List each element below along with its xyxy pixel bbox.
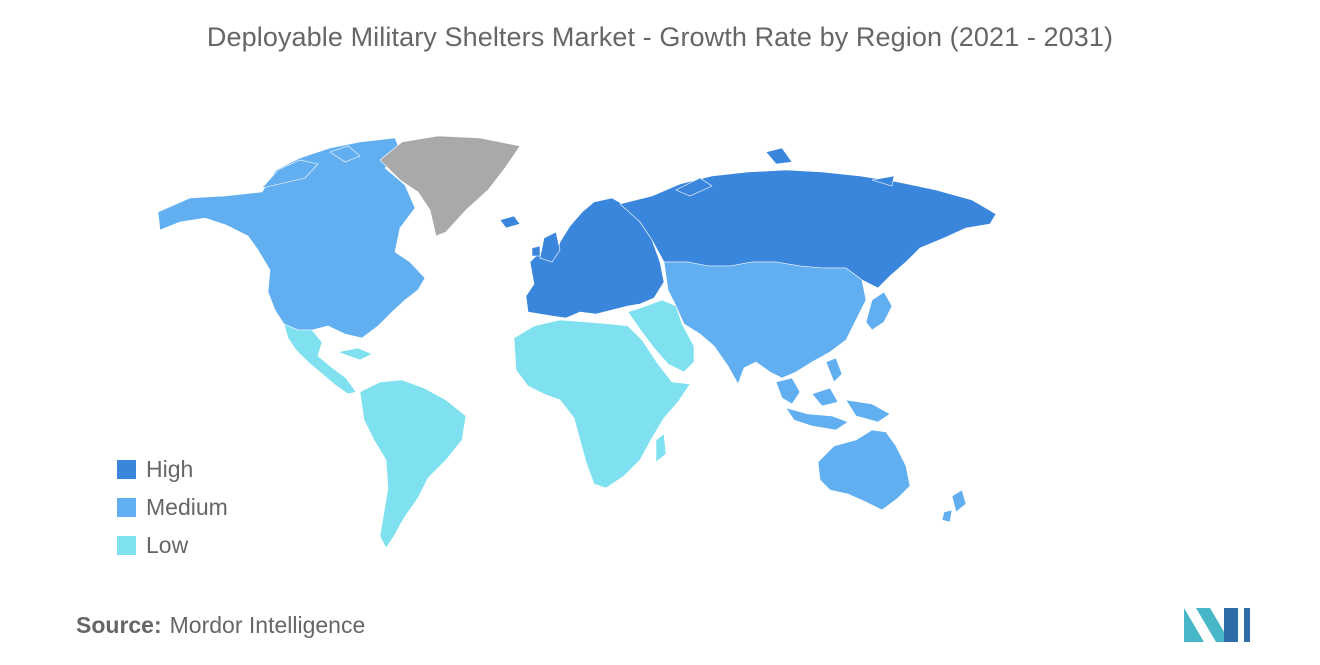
source-line: Source: Mordor Intelligence: [76, 612, 365, 639]
region-southeast-asia: [775, 377, 891, 431]
region-middle-east: [627, 299, 695, 373]
region-greenland: [379, 135, 521, 237]
region-north-america: [157, 137, 426, 339]
legend-item-high: High: [117, 450, 228, 488]
chart-title: Deployable Military Shelters Market - Gr…: [206, 22, 1114, 52]
legend-label-high: High: [146, 455, 194, 482]
legend-label-low: Low: [146, 531, 189, 558]
logo-shape-middle: [1196, 608, 1230, 642]
source-label: Source:: [76, 612, 162, 638]
legend-label-medium: Medium: [146, 493, 228, 520]
logo-shape-left: [1184, 608, 1204, 642]
region-iceland: [499, 215, 521, 229]
region-central-america: [283, 323, 373, 395]
region-madagascar: [655, 433, 667, 463]
legend-swatch-low: [117, 535, 136, 555]
legend-swatch-medium: [117, 497, 136, 517]
region-africa: [513, 319, 691, 489]
source-value: Mordor Intelligence: [169, 612, 366, 638]
legend-item-medium: Medium: [117, 488, 228, 526]
legend-item-low: Low: [117, 526, 228, 564]
region-japan: [865, 291, 893, 331]
mordor-intelligence-logo: [1184, 608, 1250, 642]
region-canada-islands: [261, 145, 361, 189]
region-philippines: [825, 357, 843, 383]
region-south-america: [359, 379, 467, 549]
region-uk-ireland: [531, 231, 561, 263]
region-australia: [817, 429, 911, 511]
legend-swatch-high: [117, 459, 136, 479]
region-asia: [663, 261, 867, 385]
map-legend: High Medium Low: [117, 450, 228, 564]
region-russia-islands: [675, 147, 895, 197]
region-new-zealand: [941, 489, 967, 523]
logo-shape-right: [1224, 608, 1250, 642]
